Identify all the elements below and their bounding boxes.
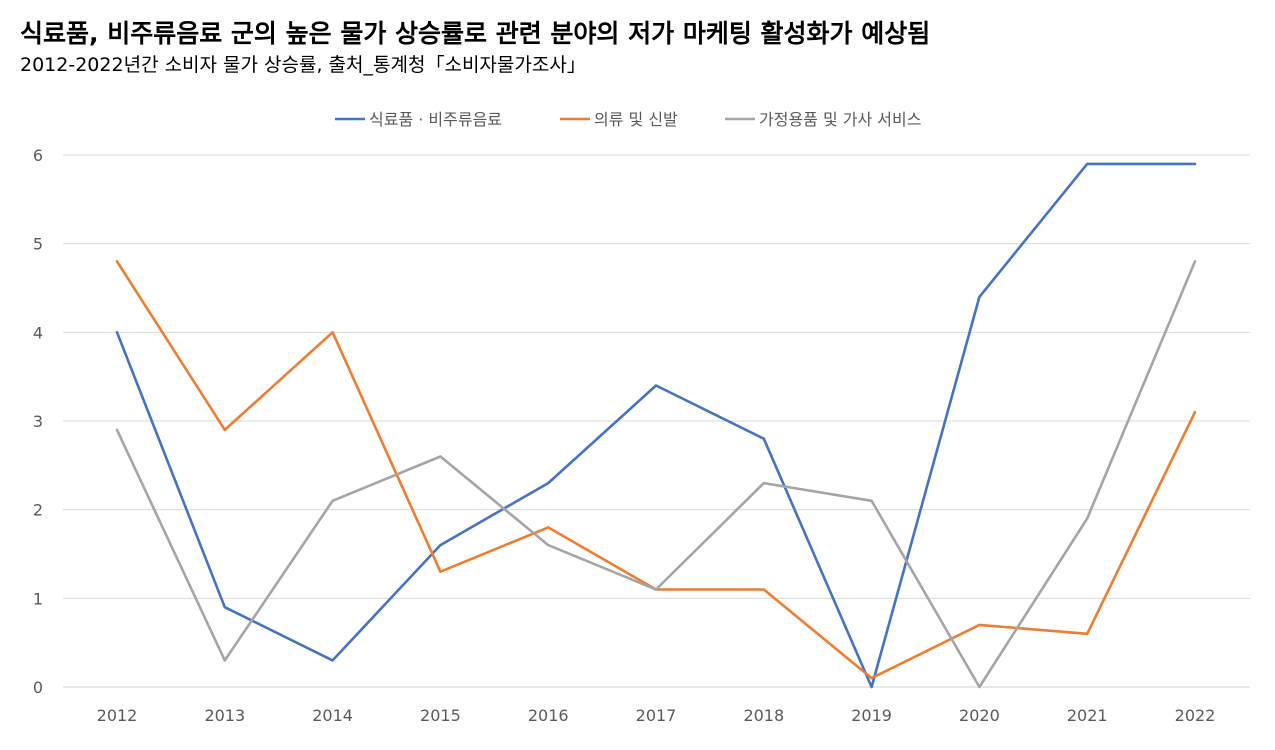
- chart-subtitle: 2012-2022년간 소비자 물가 상승률, 출처_통계청「소비자물가조사」: [20, 54, 586, 76]
- y-axis-ticks: 0 1 2 3 4 5 6: [33, 146, 43, 697]
- series-lines: [115, 162, 1197, 689]
- x-tick-label: 2014: [312, 706, 353, 725]
- x-tick-label: 2022: [1175, 706, 1216, 725]
- y-tick-label: 1: [33, 589, 43, 608]
- legend: 식료품 · 비주류음료 의류 및 신발 가정용품 및 가사 서비스: [335, 110, 921, 129]
- x-tick-label: 2013: [204, 706, 245, 725]
- chart-title: 식료품, 비주류음료 군의 높은 물가 상승률로 관련 분야의 저가 마케팅 활…: [20, 19, 931, 48]
- gridlines: [63, 154, 1250, 688]
- x-axis-ticks: 2012 2013 2014 2015 2016 2017 2018 2019 2020 2021…: [97, 706, 1216, 725]
- x-tick-label: 2018: [743, 706, 784, 725]
- y-tick-label: 0: [33, 678, 43, 697]
- legend-label-1: 식료품 · 비주류음료: [369, 110, 502, 129]
- x-tick-label: 2015: [420, 706, 461, 725]
- y-tick-label: 5: [33, 235, 43, 254]
- legend-label-3: 가정용품 및 가사 서비스: [759, 110, 921, 129]
- x-tick-label: 2019: [851, 706, 892, 725]
- legend-label-2: 의류 및 신발: [594, 110, 678, 129]
- y-tick-label: 2: [33, 501, 43, 520]
- series-line-3: [115, 260, 1197, 689]
- x-tick-label: 2017: [636, 706, 677, 725]
- x-tick-label: 2016: [528, 706, 569, 725]
- x-tick-label: 2020: [959, 706, 1000, 725]
- x-tick-label: 2012: [97, 706, 138, 725]
- y-tick-label: 6: [33, 146, 43, 165]
- y-tick-label: 4: [33, 323, 43, 342]
- series-line-2: [115, 260, 1197, 680]
- x-tick-label: 2021: [1067, 706, 1108, 725]
- y-tick-label: 3: [33, 412, 43, 431]
- series-line-1: [115, 162, 1197, 689]
